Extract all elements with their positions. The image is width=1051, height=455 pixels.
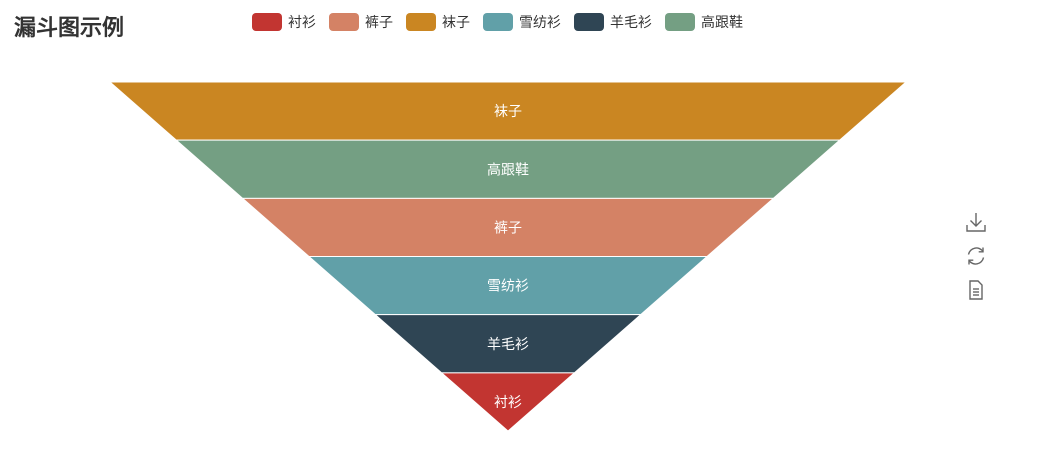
legend: 衬衫 裤子 袜子 雪纺衫 羊毛衫 高跟鞋	[252, 12, 756, 32]
legend-item[interactable]: 袜子	[406, 12, 470, 32]
legend-swatch	[329, 13, 359, 31]
legend-label: 袜子	[442, 15, 470, 31]
legend-swatch	[252, 13, 282, 31]
legend-item[interactable]: 裤子	[329, 12, 393, 32]
funnel-layer-label: 高跟鞋	[487, 161, 529, 178]
data-view-icon[interactable]	[962, 276, 990, 304]
legend-swatch	[406, 13, 436, 31]
funnel-layer-label: 衬衫	[494, 395, 522, 411]
legend-label: 雪纺衫	[519, 15, 561, 31]
funnel-layer-label: 雪纺衫	[487, 279, 529, 295]
toolbox	[962, 208, 992, 310]
legend-label: 裤子	[365, 15, 393, 31]
funnel-layer[interactable]	[440, 372, 576, 432]
legend-swatch	[574, 13, 604, 31]
legend-label: 衬衫	[288, 15, 316, 31]
legend-item[interactable]: 高跟鞋	[665, 12, 743, 32]
funnel-layer-label: 裤子	[494, 220, 522, 236]
funnel-layer-label: 袜子	[494, 104, 522, 120]
legend-swatch	[665, 13, 695, 31]
funnel-layer-label: 羊毛衫	[487, 337, 529, 353]
legend-label: 羊毛衫	[610, 15, 652, 31]
chart-title: 漏斗图示例	[14, 16, 125, 41]
legend-item[interactable]: 羊毛衫	[574, 12, 652, 32]
legend-label: 高跟鞋	[701, 15, 743, 31]
legend-item[interactable]: 雪纺衫	[483, 12, 561, 32]
legend-item[interactable]: 衬衫	[252, 12, 316, 32]
legend-swatch	[483, 13, 513, 31]
refresh-icon[interactable]	[962, 242, 990, 270]
download-icon[interactable]	[962, 208, 990, 236]
